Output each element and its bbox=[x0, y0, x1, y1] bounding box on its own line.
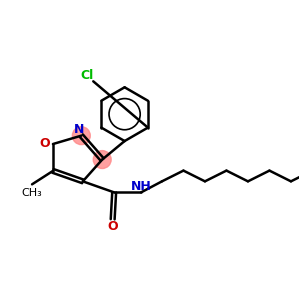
Circle shape bbox=[93, 151, 111, 169]
Text: CH₃: CH₃ bbox=[21, 188, 42, 198]
Text: NH: NH bbox=[131, 180, 152, 193]
Text: O: O bbox=[108, 220, 118, 233]
Circle shape bbox=[72, 127, 90, 145]
Text: Cl: Cl bbox=[80, 69, 93, 82]
Text: O: O bbox=[39, 136, 50, 150]
Text: N: N bbox=[74, 123, 84, 136]
